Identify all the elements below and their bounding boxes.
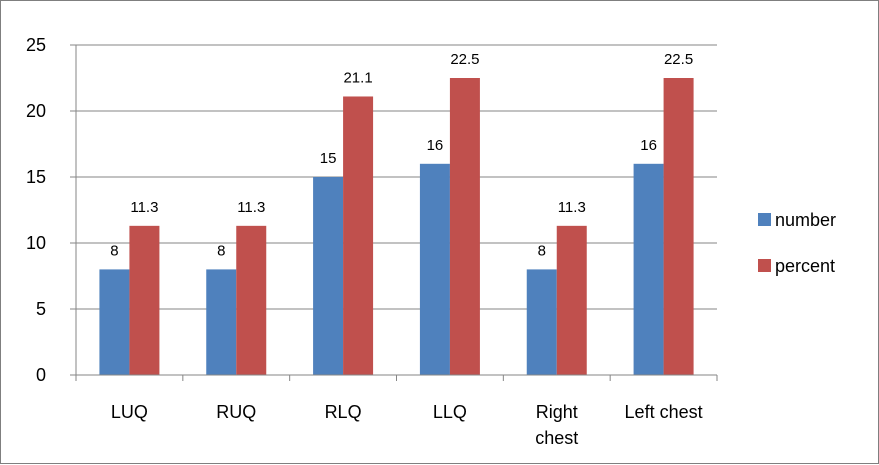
x-category-label: Left chest [625, 402, 703, 422]
x-category-label: RUQ [216, 402, 256, 422]
data-label-percent: 22.5 [664, 51, 693, 68]
legend-label-percent: percent [775, 256, 835, 276]
data-label-percent: 11.3 [237, 199, 265, 216]
y-tick-label: 20 [26, 101, 46, 121]
y-tick-label: 0 [36, 365, 46, 385]
data-label-number: 15 [320, 150, 337, 167]
data-label-percent: 11.3 [558, 199, 586, 216]
data-label-number: 16 [640, 137, 657, 154]
x-category-label: LLQ [433, 402, 467, 422]
legend-swatch-percent [758, 259, 771, 272]
bar-number-right-chest [526, 269, 557, 375]
bar-number-rlq [313, 177, 344, 375]
bar-number-ruq [206, 269, 237, 375]
data-label-percent: 21.1 [343, 69, 372, 86]
legend-label-number: number [775, 210, 836, 230]
bar-number-left-chest [633, 163, 664, 375]
x-category-label: chest [535, 428, 578, 448]
bar-percent-left-chest [663, 78, 694, 375]
data-label-number: 8 [217, 242, 225, 259]
bar-percent-ruq [236, 225, 267, 375]
y-tick-label: 10 [26, 233, 46, 253]
bar-number-llq [419, 163, 450, 375]
x-category-label: RLQ [325, 402, 362, 422]
data-label-number: 8 [538, 242, 546, 259]
bar-number-luq [99, 269, 130, 375]
y-tick-label: 5 [36, 299, 46, 319]
data-label-percent: 22.5 [450, 51, 479, 68]
x-category-label: Right [536, 402, 578, 422]
y-tick-label: 15 [26, 167, 46, 187]
bar-percent-right-chest [556, 225, 587, 375]
y-tick-label: 25 [26, 35, 46, 55]
bar-percent-luq [129, 225, 160, 375]
bar-percent-llq [449, 78, 480, 375]
data-label-percent: 11.3 [130, 199, 158, 216]
legend-swatch-number [758, 213, 771, 226]
x-category-label: LUQ [111, 402, 148, 422]
data-label-number: 16 [427, 137, 444, 154]
data-label-number: 8 [110, 242, 118, 259]
bar-percent-rlq [343, 96, 374, 375]
